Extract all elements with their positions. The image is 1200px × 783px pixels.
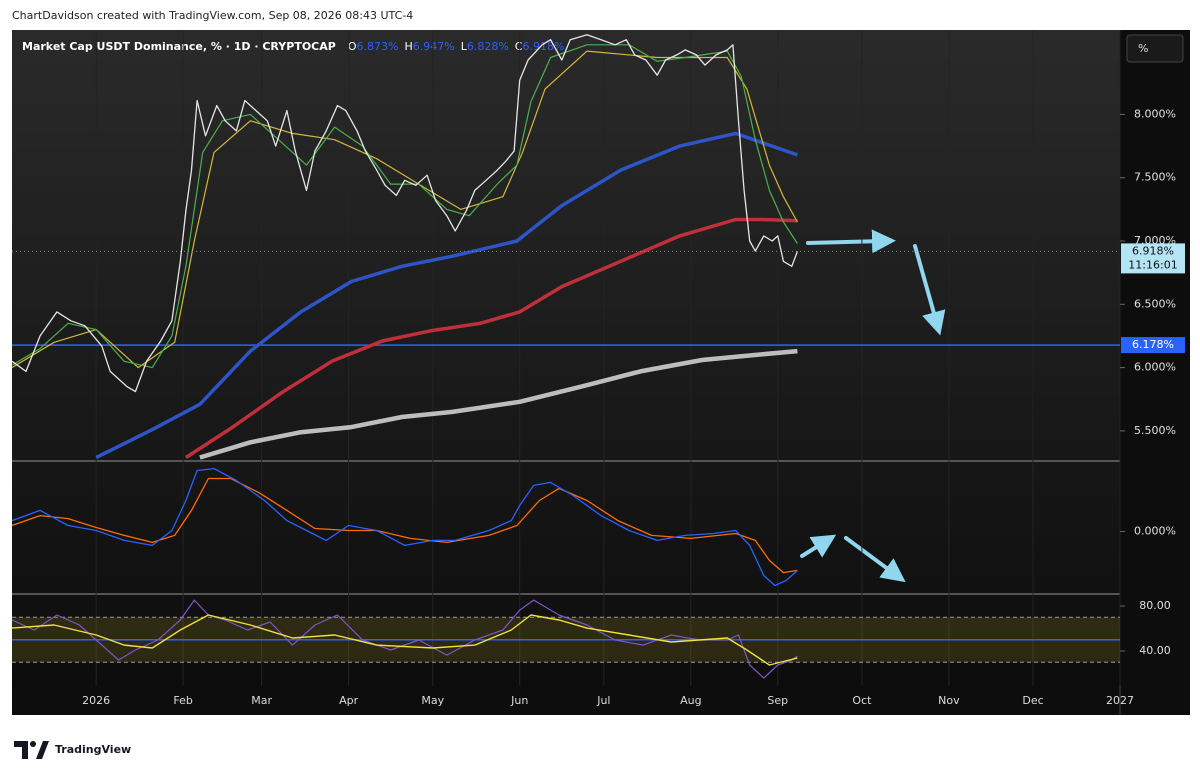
x-tick-label: Nov — [938, 694, 960, 707]
legend: Market Cap USDT Dominance, % · 1D · CRYP… — [22, 40, 564, 53]
y-tick-label: 8.000% — [1134, 107, 1176, 120]
series-line — [184, 217, 798, 459]
x-tick-label: Dec — [1022, 694, 1043, 707]
unit-label: % — [1138, 42, 1148, 55]
ohlc-name: H — [404, 40, 412, 53]
arrow — [806, 229, 896, 254]
chart-frame — [12, 30, 1190, 715]
y-tick-label: 6.500% — [1134, 297, 1176, 310]
ohlc-name: O — [348, 40, 357, 53]
series-line — [12, 614, 798, 666]
x-tick-label: Aug — [680, 694, 701, 707]
y-tick-label: 40.00 — [1139, 644, 1171, 657]
x-tick-label: Sep — [767, 694, 788, 707]
x-tick-label: 2026 — [82, 694, 110, 707]
annotation-arrows — [800, 229, 946, 583]
brand: TradingView — [55, 743, 131, 756]
y-tick-label: 7.500% — [1134, 171, 1176, 184]
legend-text: Market Cap USDT Dominance, % · 1D · CRYP… — [22, 40, 564, 53]
ohlc-value: 6.918% — [522, 40, 564, 53]
series-line — [12, 34, 799, 393]
y-tick-label: 6.000% — [1134, 361, 1176, 374]
series-line — [199, 348, 798, 460]
series-line — [12, 477, 798, 574]
arrow — [913, 244, 946, 336]
ohlc-value: 6.873% — [357, 40, 399, 53]
y-tick-label: 0.000% — [1134, 524, 1176, 537]
pane — [12, 599, 1120, 679]
x-tick-label: Jul — [596, 694, 610, 707]
pane — [12, 34, 1120, 460]
last-price-box — [1121, 243, 1185, 274]
pane — [12, 467, 798, 587]
last-price-label: 6.918% — [1132, 244, 1174, 257]
x-tick-label: 2027 — [1106, 694, 1134, 707]
series-line — [95, 131, 798, 460]
ohlc-name: C — [515, 40, 523, 53]
series-line — [12, 467, 798, 587]
unit-box — [1126, 34, 1184, 63]
hline-label: 6.178% — [1132, 338, 1174, 351]
arrow — [844, 536, 906, 583]
hline-label-box — [1121, 337, 1185, 354]
price-axis — [1120, 30, 1190, 715]
y-tick-label: 5.500% — [1134, 424, 1176, 437]
series-line — [12, 599, 798, 679]
ohlc-value: 6.947% — [413, 40, 455, 53]
arrow — [800, 534, 837, 558]
x-tick-label: Oct — [852, 694, 872, 707]
brand-logo — [14, 741, 49, 759]
chart-title: Market Cap USDT Dominance, % · 1D · CRYP… — [22, 40, 336, 53]
ohlc-name: L — [461, 40, 468, 53]
y-tick-label: 80.00 — [1139, 599, 1171, 612]
x-tick-label: May — [421, 694, 444, 707]
header: ChartDavidson created with TradingView.c… — [12, 9, 413, 22]
ohlc-value: 6.828% — [467, 40, 509, 53]
x-tick-label: Mar — [251, 694, 272, 707]
x-tick-label: Jun — [510, 694, 528, 707]
series-line — [12, 44, 798, 369]
countdown: 11:16:01 — [1128, 258, 1177, 271]
x-tick-label: Feb — [173, 694, 192, 707]
x-tick-label: Apr — [339, 694, 359, 707]
time-axis — [12, 686, 1120, 715]
